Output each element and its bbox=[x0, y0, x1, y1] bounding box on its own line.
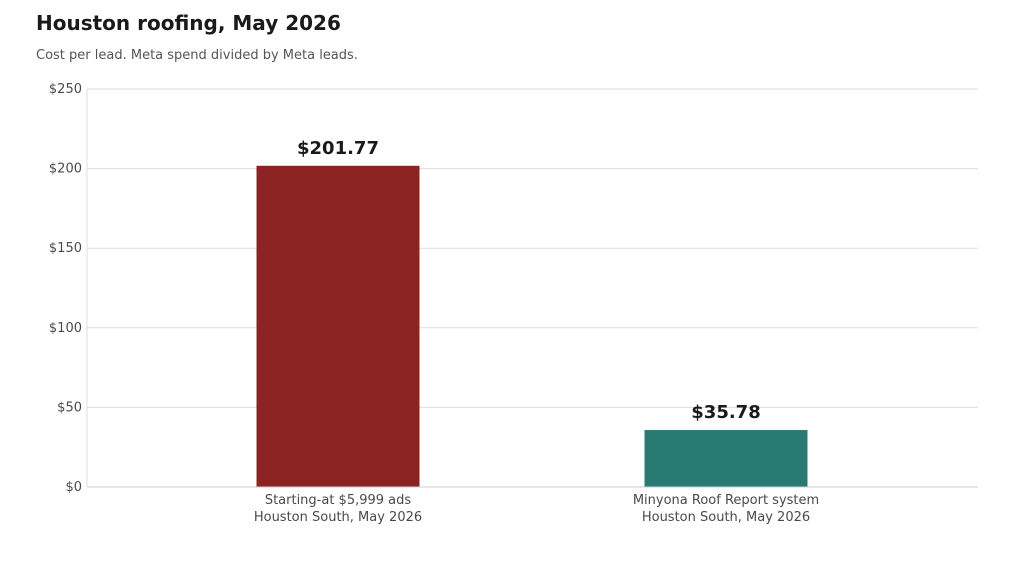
x-tick-label: Minyona Roof Report system bbox=[633, 493, 819, 508]
y-tick-label: $0 bbox=[65, 480, 82, 495]
y-tick-label: $200 bbox=[49, 162, 82, 177]
x-tick-label: Houston South, May 2026 bbox=[642, 510, 810, 525]
y-tick-label: $50 bbox=[57, 400, 82, 415]
data-label: $201.77 bbox=[297, 138, 379, 159]
y-tick-label: $250 bbox=[49, 82, 82, 97]
chart-title: Houston roofing, May 2026 bbox=[36, 11, 341, 35]
x-tick-label: Starting-at $5,999 ads bbox=[265, 493, 412, 508]
x-tick-label: Houston South, May 2026 bbox=[254, 510, 422, 525]
y-tick-label: $100 bbox=[49, 321, 82, 336]
y-tick-label: $150 bbox=[49, 241, 82, 256]
bar bbox=[256, 165, 420, 487]
chart-subtitle: Cost per lead. Meta spend divided by Met… bbox=[36, 48, 358, 63]
data-label: $35.78 bbox=[691, 402, 760, 423]
bar bbox=[644, 430, 808, 487]
